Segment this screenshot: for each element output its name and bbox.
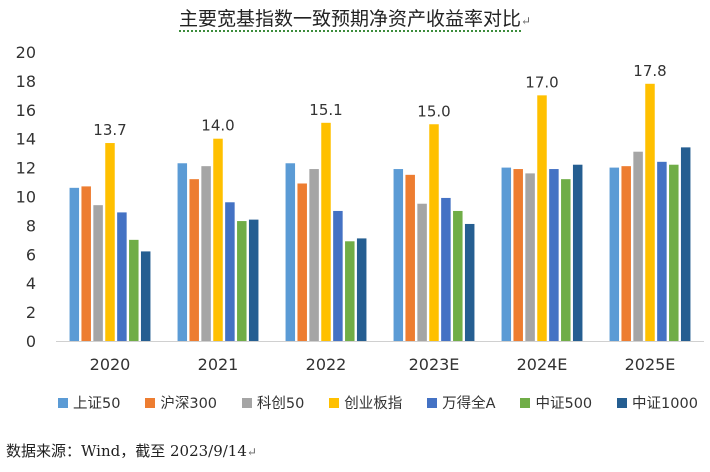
y-tick-label: 2 bbox=[26, 303, 36, 322]
legend-label: 万得全A bbox=[442, 396, 496, 412]
legend-item: 中证500 bbox=[520, 392, 592, 413]
bar bbox=[441, 197, 451, 341]
bar bbox=[177, 163, 188, 341]
y-tick-label: 14 bbox=[16, 130, 36, 149]
bar bbox=[309, 169, 319, 341]
bar bbox=[105, 143, 115, 341]
legend-label: 创业板指 bbox=[344, 396, 403, 412]
bar bbox=[501, 167, 512, 341]
legend-swatch bbox=[58, 397, 68, 408]
bar bbox=[680, 147, 691, 341]
bar bbox=[345, 241, 355, 341]
bar bbox=[621, 166, 631, 341]
bar bbox=[248, 219, 259, 341]
bar bbox=[669, 164, 679, 341]
x-tick-label: 2025E bbox=[625, 355, 676, 374]
legend-label: 中证500 bbox=[535, 396, 593, 412]
bar bbox=[633, 151, 643, 341]
bar bbox=[549, 169, 559, 341]
bar bbox=[213, 138, 223, 341]
data-label: 13.7 bbox=[93, 121, 126, 139]
data-label: 17.8 bbox=[633, 62, 666, 80]
legend-label: 沪深300 bbox=[160, 396, 218, 412]
bar bbox=[572, 164, 583, 341]
legend-item: 上证50 bbox=[58, 392, 120, 413]
y-tick-label: 20 bbox=[16, 43, 36, 62]
legend-item: 中证1000 bbox=[617, 392, 698, 413]
bar bbox=[297, 183, 307, 341]
bar bbox=[285, 163, 296, 341]
x-tick-label: 2022 bbox=[306, 355, 347, 374]
bar bbox=[333, 210, 343, 341]
legend-label: 科创50 bbox=[256, 396, 305, 412]
bar-chart: 0 2 4 6 8 10 12 14 16 18 20 13.7 14.0 15.1 15.0 17.0 17… bbox=[16, 43, 704, 374]
legend-item: 沪深300 bbox=[145, 392, 217, 413]
y-tick-label: 16 bbox=[16, 101, 36, 120]
legend-swatch bbox=[617, 397, 628, 408]
y-tick-label: 0 bbox=[26, 332, 36, 351]
source-note: 数据来源：Wind，截至 2023/9/14↵ bbox=[6, 442, 257, 460]
x-axis: 2020 2021 2022 2023E 2024E 2025E bbox=[56, 341, 704, 374]
bar bbox=[201, 166, 211, 341]
data-label: 15.0 bbox=[417, 102, 450, 120]
bar bbox=[93, 205, 103, 341]
bar bbox=[81, 186, 91, 341]
legend-swatch bbox=[329, 397, 340, 408]
legend-swatch bbox=[241, 397, 252, 408]
data-label: 17.0 bbox=[525, 73, 558, 91]
data-labels: 13.7 14.0 15.1 15.0 17.0 17.8 bbox=[93, 62, 666, 139]
legend-item: 科创50 bbox=[241, 392, 305, 413]
bar bbox=[140, 251, 151, 341]
bar bbox=[429, 124, 439, 341]
bar bbox=[405, 174, 415, 341]
y-tick-label: 4 bbox=[26, 274, 36, 293]
y-axis: 0 2 4 6 8 10 12 14 16 18 20 bbox=[16, 43, 36, 351]
bar bbox=[225, 202, 235, 341]
bar bbox=[609, 167, 620, 341]
legend-label: 上证50 bbox=[73, 396, 121, 412]
bar bbox=[537, 95, 547, 341]
legend-swatch bbox=[427, 397, 438, 408]
bar bbox=[189, 179, 199, 341]
bar bbox=[117, 212, 127, 341]
legend-item: 创业板指 bbox=[329, 392, 402, 413]
bar bbox=[321, 122, 331, 341]
y-tick-label: 18 bbox=[16, 72, 36, 91]
y-tick-label: 8 bbox=[26, 216, 36, 235]
bar bbox=[237, 221, 247, 341]
data-label: 15.1 bbox=[309, 101, 342, 119]
bar bbox=[645, 83, 655, 341]
bar bbox=[464, 223, 475, 341]
bar bbox=[356, 238, 367, 341]
bar bbox=[417, 203, 427, 341]
bar bbox=[513, 169, 523, 341]
data-label: 14.0 bbox=[201, 117, 234, 135]
y-tick-label: 12 bbox=[16, 159, 36, 178]
bar bbox=[393, 169, 404, 341]
legend-item: 万得全A bbox=[427, 392, 496, 413]
y-tick-label: 10 bbox=[16, 188, 36, 207]
bar bbox=[453, 210, 463, 341]
bar bbox=[561, 179, 571, 341]
bar bbox=[69, 187, 80, 341]
bar bbox=[657, 161, 667, 341]
bars bbox=[69, 83, 691, 341]
x-tick-label: 2021 bbox=[198, 355, 239, 374]
x-tick-label: 2020 bbox=[90, 355, 131, 374]
legend: 上证50 沪深300 科创50 创业板指 万得全A 中证500 中证1000 bbox=[58, 392, 698, 413]
bar bbox=[129, 239, 139, 341]
legend-label: 中证1000 bbox=[632, 396, 698, 412]
bar bbox=[525, 173, 535, 341]
legend-swatch bbox=[520, 397, 531, 408]
legend-swatch bbox=[145, 397, 156, 408]
chart-title: 主要宽基指数一致预期净资产收益率对比↵ bbox=[178, 8, 532, 32]
x-tick-label: 2024E bbox=[517, 355, 568, 374]
x-tick-label: 2023E bbox=[409, 355, 460, 374]
y-tick-label: 6 bbox=[26, 245, 36, 264]
